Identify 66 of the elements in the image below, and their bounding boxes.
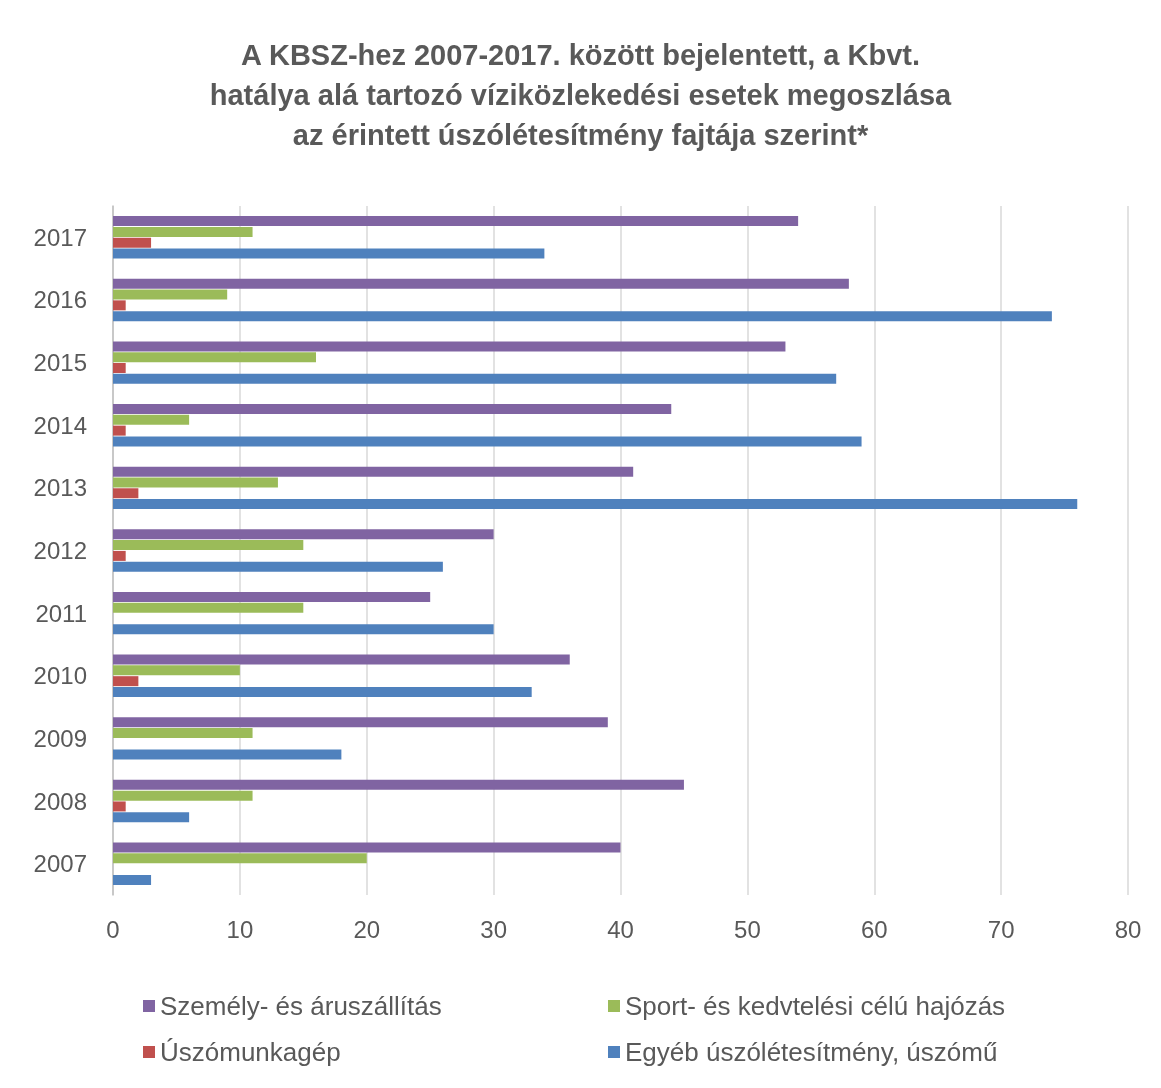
y-tick-label: 2009 (33, 724, 87, 752)
bar (113, 665, 240, 676)
bar (113, 779, 684, 790)
x-tick-label: 70 (987, 915, 1015, 943)
bar (113, 749, 342, 760)
bar (113, 624, 494, 635)
bar (113, 676, 139, 687)
bar (113, 654, 570, 665)
bar (113, 686, 532, 697)
bar (113, 540, 304, 551)
bar (113, 602, 304, 613)
y-tick-label: 2016 (33, 286, 87, 314)
bar (113, 226, 253, 237)
bar (113, 425, 126, 436)
bar (113, 373, 837, 384)
y-tick-label: 2007 (33, 850, 87, 878)
x-tick-label: 60 (860, 915, 888, 943)
bar (113, 561, 443, 572)
bar (113, 289, 228, 300)
bar (113, 488, 139, 499)
bar (113, 278, 849, 289)
bar (113, 311, 1052, 322)
bar (113, 237, 152, 248)
bar (113, 477, 278, 488)
bar (113, 362, 126, 373)
y-tick-label: 2012 (33, 537, 87, 564)
bar (113, 591, 431, 602)
bar (113, 812, 190, 823)
bar (113, 341, 786, 352)
y-tick-label: 2013 (33, 474, 87, 502)
bar (113, 529, 494, 540)
bar (113, 790, 253, 801)
x-tick-label: 50 (734, 915, 761, 943)
bar (113, 550, 126, 561)
x-tick-label: 20 (353, 915, 381, 943)
bar (113, 216, 799, 227)
bar (113, 300, 126, 311)
legend-label: Sport- és kedvtelési célú hajózás (625, 991, 1006, 1021)
y-tick-label: 2008 (33, 787, 87, 815)
x-tick-label: 80 (1114, 915, 1142, 943)
bar (113, 842, 621, 853)
y-tick-label: 2011 (35, 599, 87, 627)
legend-label: Személy- és áruszállítás (160, 991, 442, 1021)
bar (113, 874, 152, 885)
x-tick-label: 0 (106, 915, 120, 943)
bar (113, 717, 608, 728)
y-tick-label: 2015 (33, 349, 87, 377)
bar (113, 499, 1078, 510)
bar (113, 801, 126, 812)
legend-label: Egyéb úszólétesítmény, úszómű (625, 1037, 998, 1067)
y-tick-label: 2014 (33, 411, 87, 439)
bar (113, 248, 545, 259)
bar (113, 436, 862, 447)
y-tick-label: 2010 (33, 662, 87, 690)
bar (113, 853, 367, 864)
y-tick-label: 2017 (33, 223, 87, 251)
bar (113, 404, 672, 415)
bar (113, 352, 316, 363)
bar (113, 728, 253, 739)
bar (113, 466, 634, 477)
chart-title: A KBSZ-hez 2007-2017. között bejelentett, a Kbvt. hatálya alá tartozó víziközlekedési esetek megoszlása az érintett úszólétesítmény fajtája szerint* (209, 39, 953, 151)
x-tick-label: 40 (607, 915, 634, 943)
bar (113, 414, 190, 425)
x-tick-label: 30 (480, 915, 507, 943)
legend-label: Úszómunkagép (160, 1037, 341, 1067)
x-tick-label: 10 (226, 915, 254, 943)
